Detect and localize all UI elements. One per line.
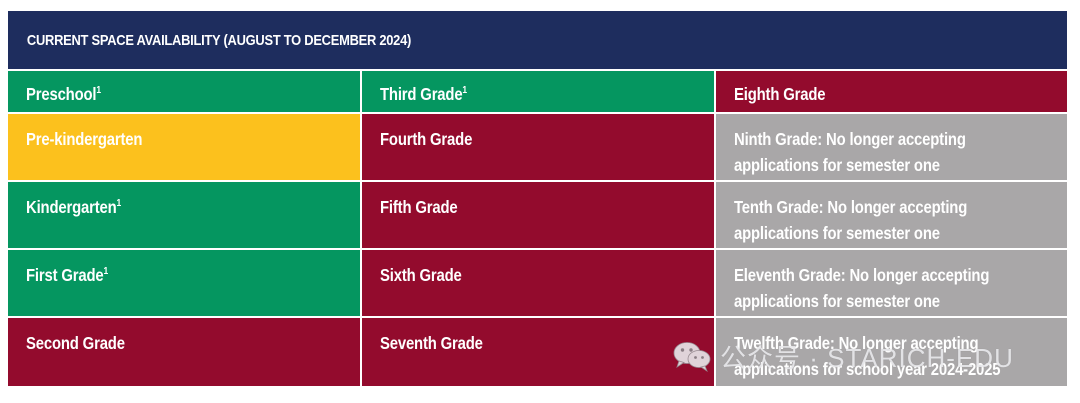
grade-cell-second-grade: Second Grade (8, 318, 360, 386)
grade-cell-preschool: Preschool1 (8, 71, 360, 112)
grade-label: Twelfth Grade: No longer accepting appli… (734, 333, 1001, 379)
watermark: 公众号 · STARICH-EDU (672, 338, 1014, 374)
grade-label: Fifth Grade (380, 197, 458, 217)
grade-cell-twelfth-grade: Twelfth Grade: No longer accepting appli… (716, 318, 1067, 386)
grade-label: Sixth Grade (380, 265, 462, 285)
grade-cell-sixth-grade: Sixth Grade (362, 250, 714, 316)
grade-label: Pre-kindergarten (26, 129, 143, 149)
grade-cell-pre-kindergarten: Pre-kindergarten (8, 114, 360, 180)
grade-cell-kindergarten: Kindergarten1 (8, 182, 360, 248)
table-title: CURRENT SPACE AVAILABILITY (AUGUST TO DE… (26, 31, 412, 49)
grade-cell-fifth-grade: Fifth Grade (362, 182, 714, 248)
availability-table: CURRENT SPACE AVAILABILITY (AUGUST TO DE… (8, 11, 1067, 392)
grade-grid: Preschool1 Third Grade1 Eighth Grade Pre… (8, 71, 1067, 392)
grade-cell-first-grade: First Grade1 (8, 250, 360, 316)
grade-label: Eighth Grade (734, 84, 826, 104)
footnote-marker: 1 (96, 85, 101, 96)
grade-cell-third-grade: Third Grade1 (362, 71, 714, 112)
grade-cell-ninth-grade: Ninth Grade: No longer accepting applica… (716, 114, 1067, 180)
grade-cell-fourth-grade: Fourth Grade (362, 114, 714, 180)
watermark-text: 公众号 · STARICH-EDU (720, 342, 1014, 373)
table-header: CURRENT SPACE AVAILABILITY (AUGUST TO DE… (8, 11, 1067, 69)
footnote-marker: 1 (103, 266, 109, 277)
footnote-marker: 1 (462, 85, 468, 96)
grade-cell-eleventh-grade: Eleventh Grade: No longer accepting appl… (716, 250, 1067, 316)
grade-cell-tenth-grade: Tenth Grade: No longer accepting applica… (716, 182, 1067, 248)
wechat-icon (672, 340, 712, 373)
grade-label: Seventh Grade (380, 333, 483, 353)
footnote-marker: 1 (116, 198, 122, 209)
grade-label: Kindergarten (26, 197, 117, 217)
grade-cell-eighth-grade: Eighth Grade (716, 71, 1067, 112)
grade-label: Third Grade (380, 84, 463, 104)
grade-label: Fourth Grade (380, 129, 473, 149)
grade-label: Second Grade (26, 333, 125, 353)
grade-label: Preschool (26, 84, 97, 104)
grade-label: Tenth Grade: No longer accepting applica… (734, 197, 968, 243)
grade-label: Ninth Grade: No longer accepting applica… (734, 129, 966, 175)
grade-label: First Grade (26, 265, 104, 285)
grade-label: Eleventh Grade: No longer accepting appl… (734, 265, 990, 311)
grade-cell-seventh-grade: Seventh Grade (362, 318, 714, 386)
